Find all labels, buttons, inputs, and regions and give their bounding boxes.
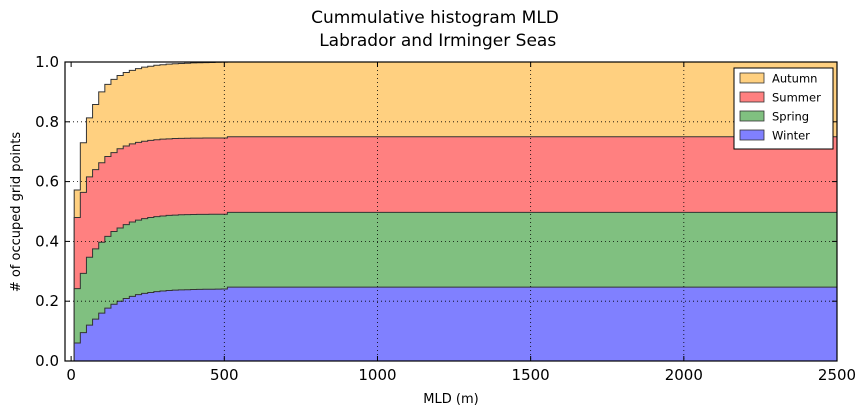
chart-title-line1: Cummulative histogram MLD bbox=[311, 8, 559, 28]
legend-swatch-spring bbox=[739, 110, 765, 122]
x-tick-label: 2000 bbox=[665, 366, 703, 384]
legend-label-summer: Summer bbox=[772, 91, 821, 105]
legend-swatch-summer bbox=[739, 91, 765, 103]
chart-title-line2: Labrador and Irminger Seas bbox=[314, 31, 557, 51]
y-tick-label: 1.0 bbox=[35, 53, 59, 71]
axis-ticks: 0 500 1000 1500 2000 2500 0.0 0.2 0.4 0.6 0.8 1.0 bbox=[35, 53, 856, 384]
step-line-winter bbox=[73, 286, 838, 362]
y-tick-label: 0.8 bbox=[35, 113, 59, 131]
area-winter bbox=[74, 287, 837, 361]
plot-frame bbox=[64, 61, 838, 362]
area-fills bbox=[73, 61, 838, 362]
x-axis-label: MLD (m) bbox=[423, 392, 478, 407]
y-tick-label: 0.4 bbox=[35, 232, 59, 250]
legend-label-autumn: Autumn bbox=[772, 72, 817, 86]
legend-swatch-winter bbox=[739, 129, 765, 141]
x-tick-label: 1500 bbox=[512, 366, 550, 384]
x-tick-label: 2500 bbox=[818, 366, 856, 384]
y-tick-label: 0.2 bbox=[35, 292, 59, 310]
x-tick-label: 500 bbox=[210, 366, 239, 384]
y-tick-label: 0.0 bbox=[35, 352, 59, 370]
y-tick-label: 0.6 bbox=[35, 173, 59, 191]
legend-label-spring: Spring bbox=[772, 110, 809, 124]
legend: Autumn Summer Spring Winter bbox=[733, 67, 834, 150]
step-line-spring bbox=[73, 211, 838, 362]
grid-lines bbox=[65, 62, 837, 361]
x-tick-label: 0 bbox=[66, 366, 76, 384]
x-tick-label: 1000 bbox=[358, 366, 396, 384]
y-axis-label: # of occuped grid points bbox=[9, 132, 24, 293]
step-line-summer bbox=[73, 136, 838, 362]
legend-swatch-autumn bbox=[739, 72, 765, 84]
legend-label-winter: Winter bbox=[772, 129, 810, 143]
